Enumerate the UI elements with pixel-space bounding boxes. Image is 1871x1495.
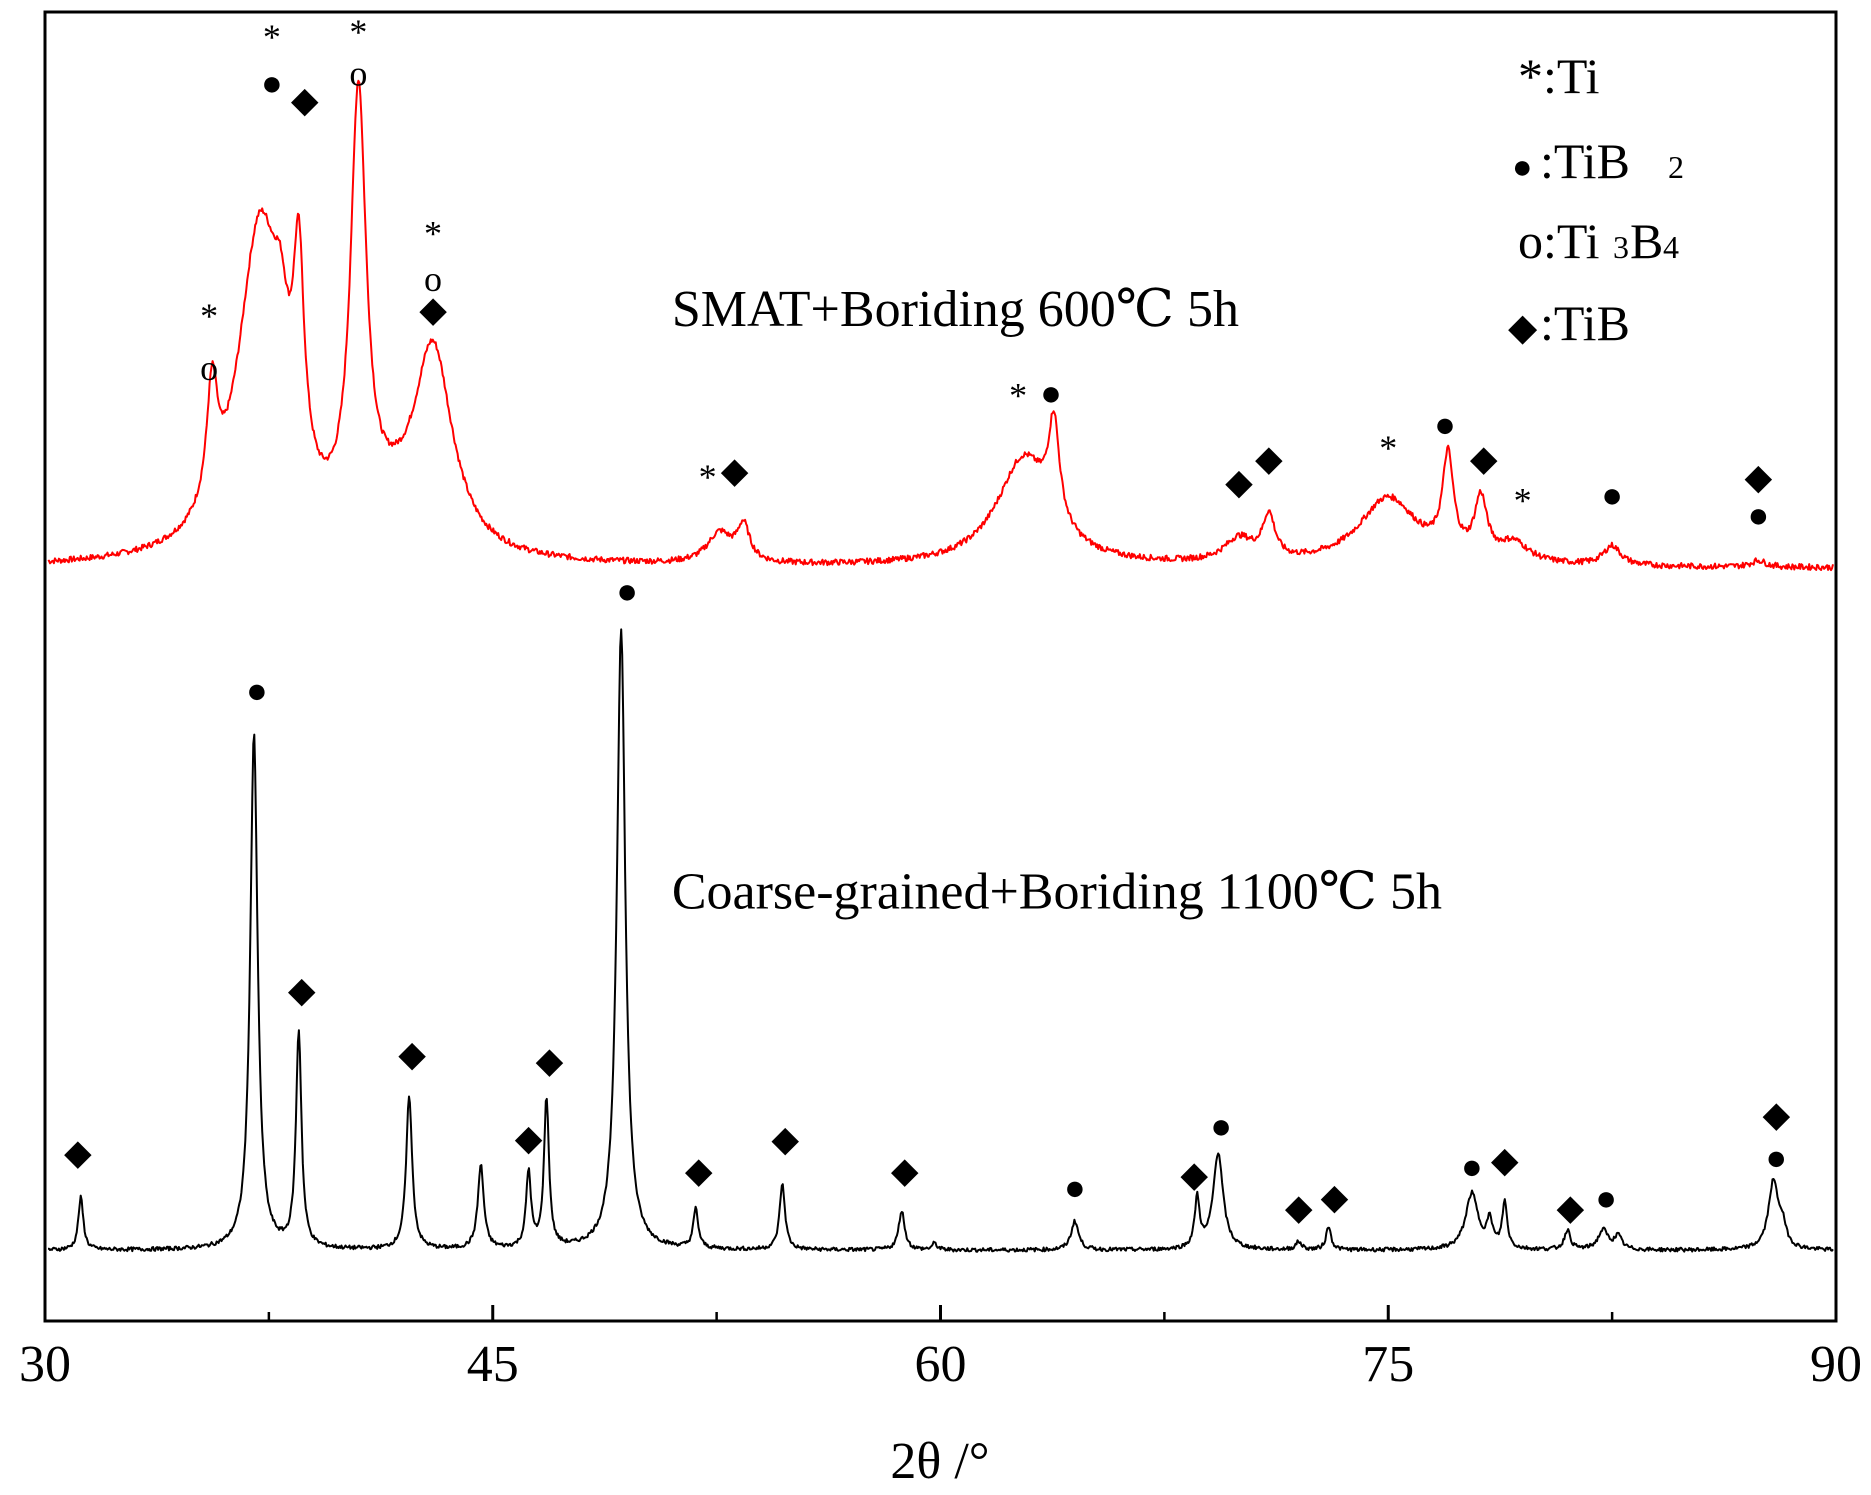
legend-entry-ti3b4: o :Ti 3 B 4 — [1518, 213, 1679, 269]
coarse-tib2-marker-10: ● — [1064, 1168, 1086, 1208]
coarse-tib-marker-5: ◆ — [536, 1041, 564, 1081]
coarse-tib2-marker-12: ● — [1210, 1106, 1232, 1146]
series-layer — [47, 79, 1834, 1253]
coarse-tib-marker-7: ◆ — [685, 1151, 713, 1191]
coarse-tib-marker-0: ◆ — [64, 1132, 92, 1172]
smat-ti-marker-0: * — [200, 296, 218, 336]
smat-ti-marker-12: * — [1009, 376, 1027, 416]
x-tick-labels: 30 45 60 75 90 — [19, 1336, 1862, 1393]
coarse-tib2-marker-20: ● — [1765, 1138, 1787, 1178]
plot-frame — [43, 10, 1838, 1323]
smat-tib-marker-15: ◆ — [1255, 439, 1283, 479]
legend-symbol-diamond: ◆ — [1508, 307, 1538, 349]
series-line-coarse-grained — [48, 628, 1834, 1253]
smat-tib2-marker-13: ● — [1040, 373, 1062, 413]
legend-label-ti3b4: :Ti — [1543, 213, 1600, 269]
coarse-tib2-marker-18: ● — [1595, 1178, 1617, 1218]
legend-label-tib2: :TiB — [1540, 133, 1630, 189]
legend-sub-ti3: 3 — [1613, 229, 1629, 265]
x-tick-label-30: 30 — [19, 1336, 71, 1393]
smat-tib2-marker-22: ● — [1748, 495, 1770, 535]
smat-tib2-marker-20: ● — [1601, 475, 1623, 515]
legend-symbol-asterisk: * — [1518, 48, 1543, 104]
smat-ti3b4-marker-1: o — [200, 348, 218, 388]
smat-tib-marker-4: ◆ — [291, 80, 319, 120]
smat-tib-marker-18: ◆ — [1470, 439, 1498, 479]
legend-label-ti: :Ti — [1543, 48, 1600, 104]
coarse-tib-marker-11: ◆ — [1180, 1155, 1208, 1195]
coarse-tib2-marker-6: ● — [616, 571, 638, 611]
coarse-tib-marker-3: ◆ — [398, 1034, 426, 1074]
coarse-tib-marker-13: ◆ — [1285, 1187, 1313, 1227]
smat-ti-marker-2: * — [263, 17, 281, 57]
coarse-tib2-marker-1: ● — [246, 670, 268, 710]
smat-ti-marker-10: * — [699, 457, 717, 497]
marker-layer: *o*● ◆*o*o◆* ◆* ●◆◆ *●◆* ● ◆●◆●◆◆◆◆●◆◆◆ ● ◆●◆ ◆● ◆… — [64, 12, 1790, 1227]
smat-tib-marker-21: ◆ — [1745, 457, 1773, 497]
legend-sub-b4: 4 — [1663, 229, 1679, 265]
x-tick-label-75: 75 — [1362, 1336, 1414, 1393]
smat-ti3b4-marker-8: o — [424, 259, 442, 299]
legend-sub-tib2: 2 — [1668, 149, 1684, 185]
smat-ti-marker-16: * — [1379, 428, 1397, 468]
coarse-tib-marker-14: ◆ — [1321, 1177, 1349, 1217]
x-tick-label-60: 60 — [915, 1336, 967, 1393]
smat-ti-marker-5: * — [349, 12, 367, 52]
legend-entry-ti: * :Ti — [1518, 48, 1600, 104]
coarse-tib-marker-17: ◆ — [1556, 1187, 1584, 1227]
x-tick-label-90: 90 — [1810, 1336, 1862, 1393]
smat-tib2-marker-3: ● — [261, 63, 283, 103]
legend: * :Ti ● :TiB 2 o :Ti 3 B 4 ◆ :TiB — [1508, 48, 1684, 351]
smat-tib-marker-14: ◆ — [1225, 462, 1253, 502]
legend-symbol-dot: ● — [1512, 149, 1533, 186]
smat-tib-marker-9: ◆ — [419, 289, 447, 329]
annotation-coarse-grained: Coarse-grained+Boriding 1100℃ 5h — [672, 864, 1442, 921]
x-tick-label-45: 45 — [467, 1336, 519, 1393]
smat-tib2-marker-17: ● — [1434, 405, 1456, 445]
legend-entry-tib: ◆ :TiB — [1508, 295, 1630, 351]
legend-label-b: B — [1630, 213, 1663, 269]
coarse-tib-marker-16: ◆ — [1491, 1140, 1519, 1180]
x-axis-title: 2θ /° — [890, 1433, 989, 1490]
legend-symbol-circle: o — [1518, 213, 1543, 269]
coarse-tib-marker-8: ◆ — [771, 1119, 799, 1159]
legend-label-tib: :TiB — [1540, 295, 1630, 351]
coarse-tib-marker-4: ◆ — [515, 1118, 543, 1158]
legend-entry-tib2: ● :TiB 2 — [1512, 133, 1684, 189]
coarse-tib-marker-9: ◆ — [891, 1151, 919, 1191]
smat-ti-marker-7: * — [424, 213, 442, 253]
coarse-tib-marker-2: ◆ — [288, 970, 316, 1010]
smat-ti3b4-marker-6: o — [349, 54, 367, 94]
annotation-smat: SMAT+Boriding 600℃ 5h — [672, 281, 1239, 338]
smat-ti-marker-19: * — [1514, 480, 1532, 520]
smat-tib-marker-11: ◆ — [721, 450, 749, 490]
series-line-smat — [47, 79, 1834, 572]
coarse-tib2-marker-15: ● — [1461, 1147, 1483, 1187]
x-axis-ticks — [43, 1305, 1838, 1321]
coarse-tib-marker-19: ◆ — [1762, 1094, 1790, 1134]
